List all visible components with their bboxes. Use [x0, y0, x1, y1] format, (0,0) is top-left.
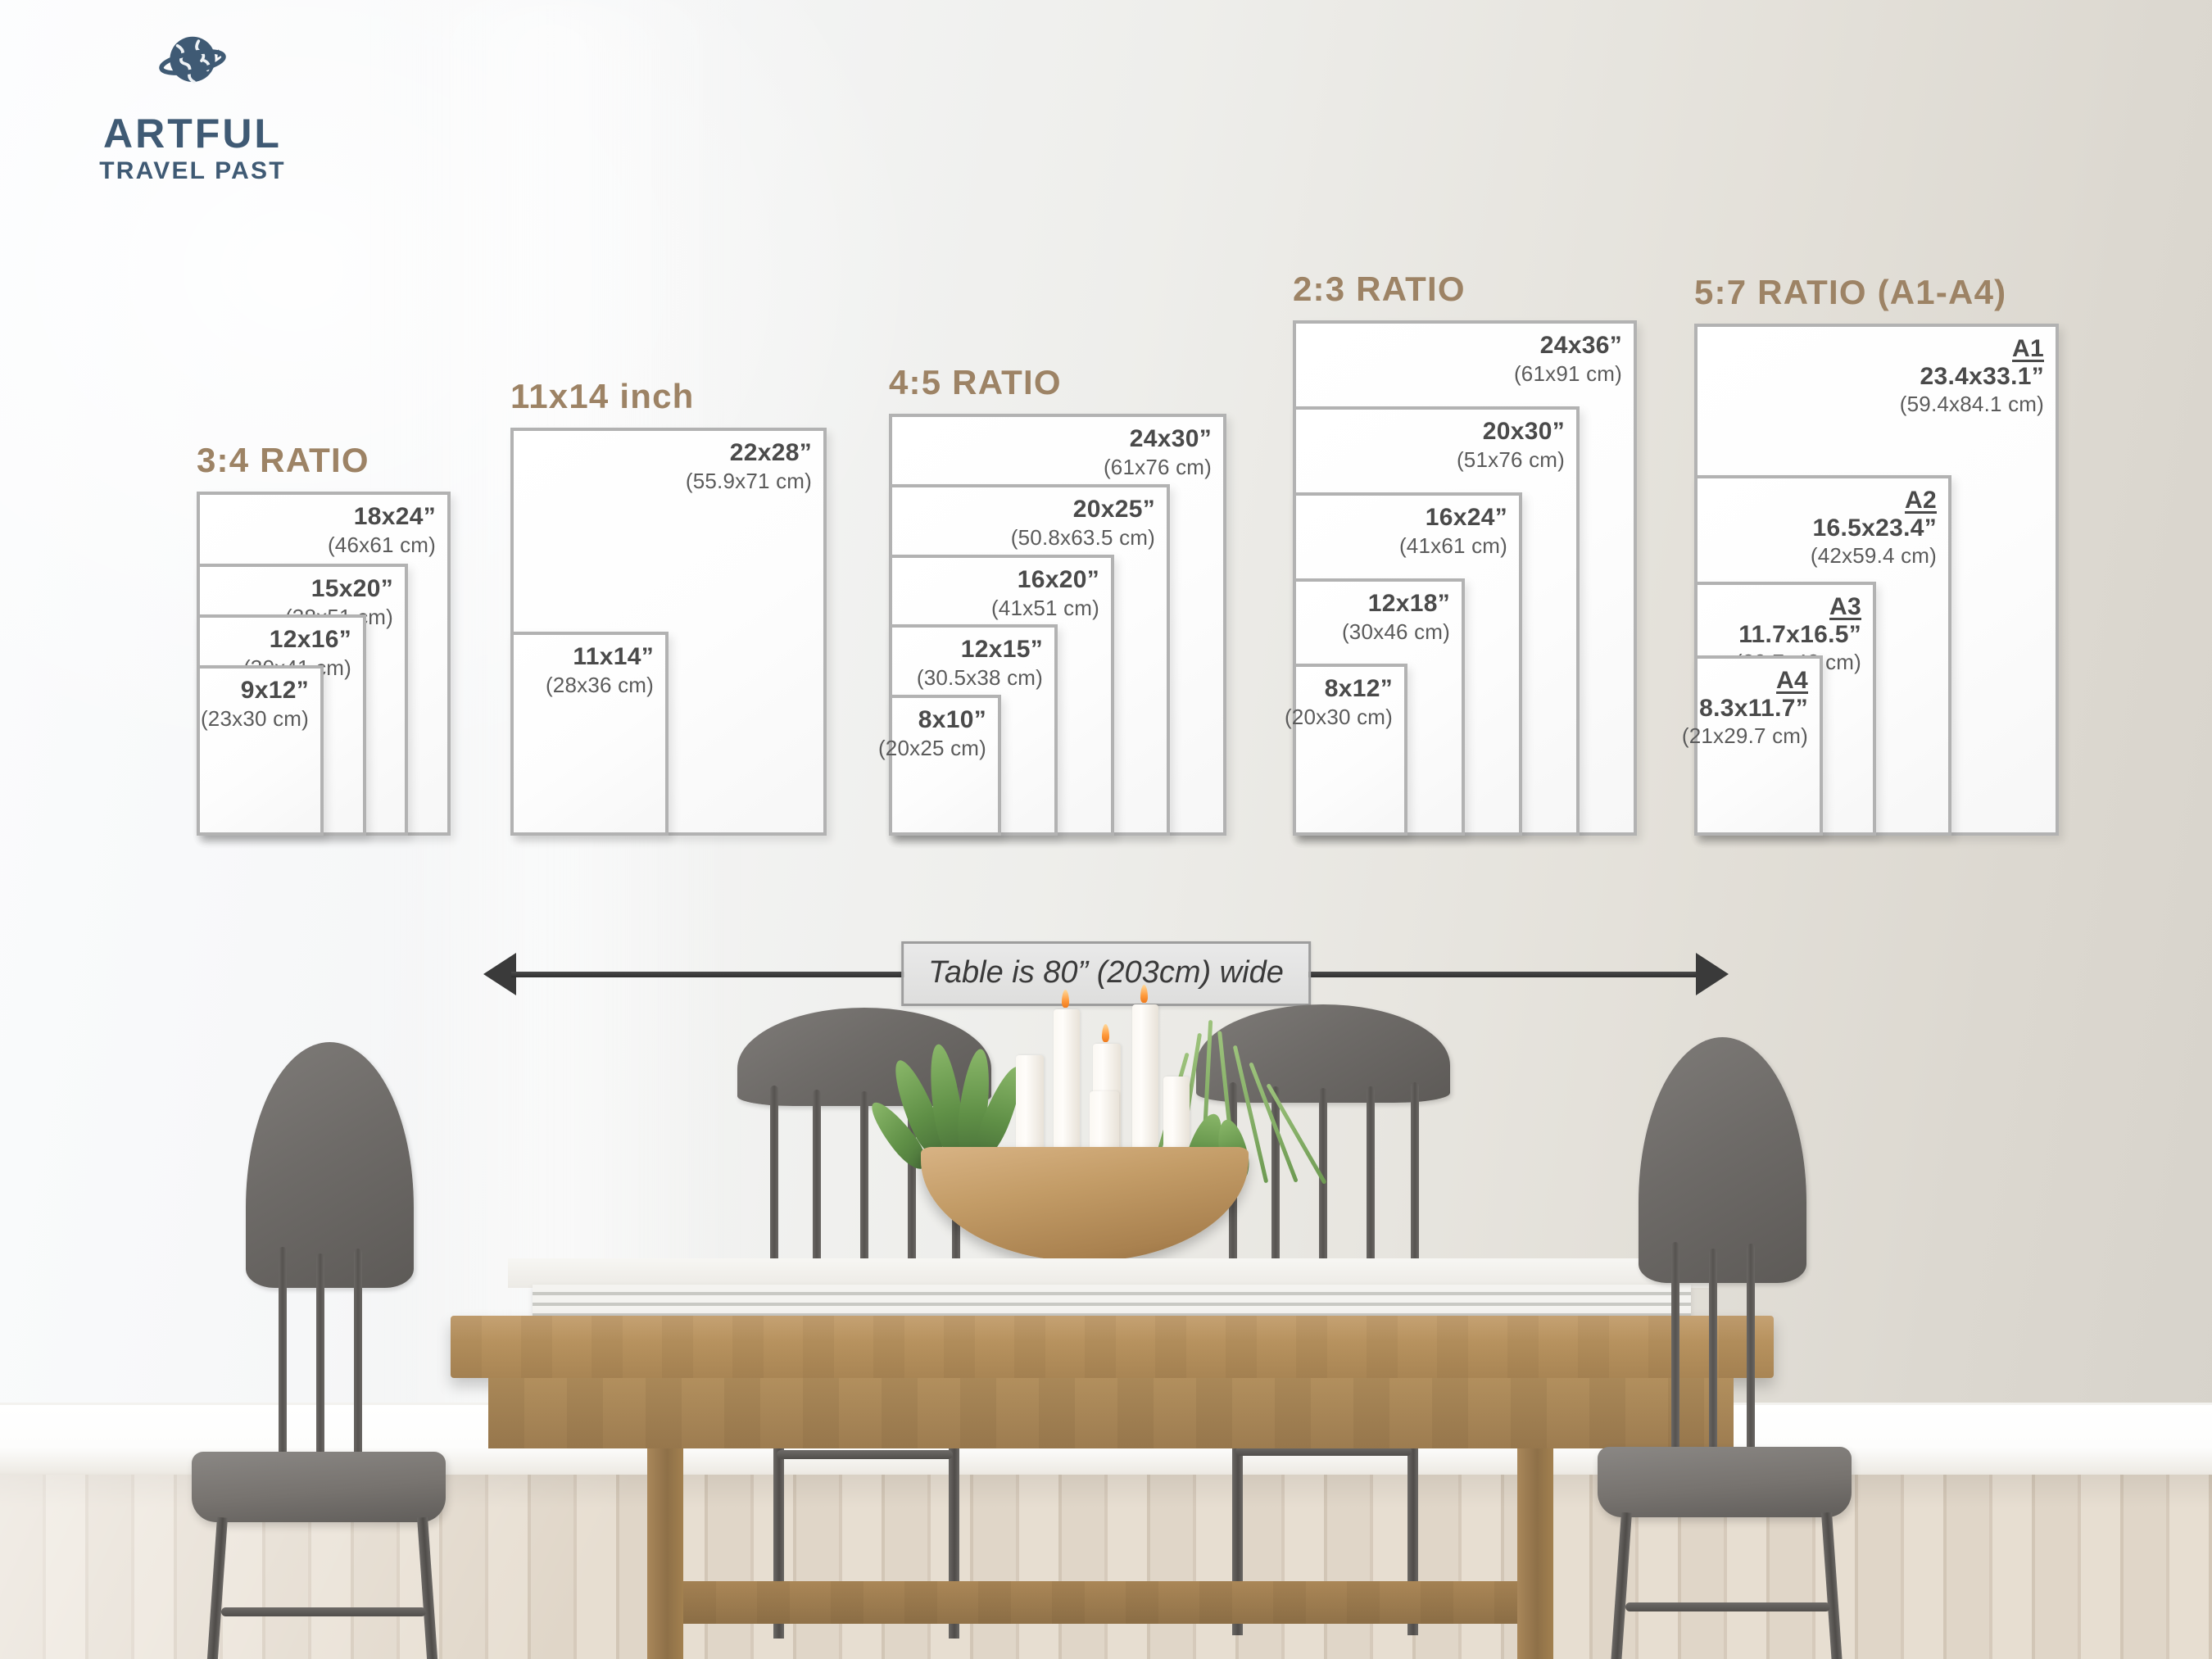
- frame-size-tag: A1: [2012, 335, 2044, 362]
- brand-name-line2: TRAVEL PAST: [99, 157, 286, 184]
- frame-caption: 11x14” (28x36 cm): [546, 643, 654, 697]
- frame-size-inches: 12x15”: [960, 636, 1043, 663]
- dining-scene: [0, 985, 2212, 1659]
- frame-9x12[interactable]: 9x12” (23x30 cm): [197, 665, 324, 836]
- frame-caption: 12x15” (30.5x38 cm): [917, 636, 1043, 690]
- arrow-right-icon: [1696, 953, 1729, 995]
- frame-caption: 18x24” (46x61 cm): [328, 503, 436, 557]
- group-title: 5:7 RATIO (A1-A4): [1694, 273, 2007, 311]
- frame-size-inches: 16.5x23.4”: [1812, 514, 1937, 542]
- frame-size-inches: 9x12”: [240, 677, 309, 704]
- frame-size-cm: (41x51 cm): [990, 595, 1099, 620]
- frame-caption: 24x36” (61x91 cm): [1514, 332, 1622, 386]
- frame-size-cm: (55.9x71 cm): [685, 468, 812, 493]
- frame-caption: 24x30” (61x76 cm): [1104, 425, 1212, 479]
- frame-8x10[interactable]: 8x10” (20x25 cm): [878, 695, 1001, 836]
- frame-size-cm: (59.4x84.1 cm): [1899, 392, 2044, 417]
- frame-size-cm: (28x36 cm): [545, 672, 654, 697]
- frame-size-cm: (30.5x38 cm): [916, 664, 1043, 690]
- frame-size-cm: (61x76 cm): [1103, 454, 1212, 479]
- frame-size-inches: 20x30”: [1482, 418, 1565, 445]
- frame-size-inches: 22x28”: [729, 439, 812, 466]
- frame-size-cm: (46x61 cm): [327, 532, 436, 557]
- frame-size-cm: (23x30 cm): [200, 705, 309, 731]
- frame-size-inches: 15x20”: [310, 575, 393, 602]
- group-title: 3:4 RATIO: [197, 441, 369, 479]
- frame-size-inches: 12x16”: [269, 626, 351, 653]
- frame-size-cm: (20x30 cm): [1284, 704, 1393, 729]
- frame-size-cm: (51x76 cm): [1456, 446, 1565, 472]
- frame-size-inches: 18x24”: [353, 503, 436, 530]
- frame-size-tag: A4: [1776, 667, 1808, 694]
- frame-size-cm: (41x61 cm): [1398, 533, 1507, 558]
- frame-size-inches: 24x36”: [1539, 332, 1622, 359]
- frame-caption: 8x10” (20x25 cm): [878, 706, 986, 760]
- floor-light-sheen: [0, 1475, 901, 1659]
- frame-size-inches: 8x12”: [1324, 675, 1393, 702]
- group-title: 4:5 RATIO: [889, 363, 1062, 401]
- globe-orbit-icon: [159, 36, 226, 84]
- brand-name-line1: ARTFUL: [103, 111, 282, 156]
- brand-logo: ARTFUL TRAVEL PAST: [57, 25, 328, 184]
- frame-size-inches: 20x25”: [1072, 496, 1155, 523]
- frame-size-tag: A2: [1905, 487, 1937, 514]
- frame-size-inches: 12x18”: [1367, 590, 1450, 617]
- frame-caption: A1 23.4x33.1” (59.4x84.1 cm): [1900, 335, 2044, 416]
- frame-size-inches: 11.7x16.5”: [1738, 620, 1861, 648]
- frame-11x14[interactable]: 11x14” (28x36 cm): [510, 632, 669, 836]
- measure-label: Table is 80” (203cm) wide: [901, 941, 1311, 1006]
- frame-size-inches: 8.3x11.7”: [1699, 694, 1808, 722]
- frame-size-cm: (30x46 cm): [1341, 619, 1450, 644]
- frame-a4[interactable]: A4 8.3x11.7” (21x29.7 cm): [1682, 655, 1823, 836]
- frame-caption: 16x20” (41x51 cm): [991, 566, 1099, 620]
- frame-size-inches: 16x24”: [1425, 504, 1507, 531]
- arrow-left-icon: [483, 953, 516, 995]
- frame-caption: 12x16” (30x41 cm): [243, 626, 351, 680]
- frame-size-cm: (50.8x63.5 cm): [1010, 524, 1155, 550]
- table-width-measure: Table is 80” (203cm) wide: [483, 941, 1729, 1006]
- frame-size-cm: (20x25 cm): [877, 735, 986, 760]
- frame-8x12[interactable]: 8x12” (20x30 cm): [1285, 664, 1407, 836]
- frame-caption: 9x12” (23x30 cm): [201, 677, 309, 731]
- frame-size-tag: A3: [1829, 593, 1861, 620]
- frame-size-inches: 16x20”: [1017, 566, 1099, 593]
- frame-caption: A4 8.3x11.7” (21x29.7 cm): [1682, 667, 1808, 748]
- group-title: 2:3 RATIO: [1293, 270, 1466, 308]
- frame-size-cm: (21x29.7 cm): [1681, 723, 1808, 749]
- frame-caption: A2 16.5x23.4” (42x59.4 cm): [1811, 487, 1937, 568]
- frame-size-inches: 11x14”: [573, 643, 654, 670]
- frame-size-inches: 8x10”: [918, 706, 986, 733]
- group-title: 11x14 inch: [510, 377, 695, 415]
- frame-caption: 22x28” (55.9x71 cm): [686, 439, 812, 493]
- frame-size-inches: 23.4x33.1”: [1920, 362, 2044, 390]
- frame-caption: 20x25” (50.8x63.5 cm): [1011, 496, 1155, 550]
- frame-size-cm: (42x59.4 cm): [1810, 543, 1937, 569]
- frame-size-cm: (61x91 cm): [1513, 360, 1622, 386]
- frame-caption: 12x18” (30x46 cm): [1342, 590, 1450, 644]
- frame-caption: 20x30” (51x76 cm): [1457, 418, 1565, 472]
- frame-caption: 8x12” (20x30 cm): [1285, 675, 1393, 729]
- frame-caption: 16x24” (41x61 cm): [1399, 504, 1507, 558]
- frame-size-inches: 24x30”: [1129, 425, 1212, 452]
